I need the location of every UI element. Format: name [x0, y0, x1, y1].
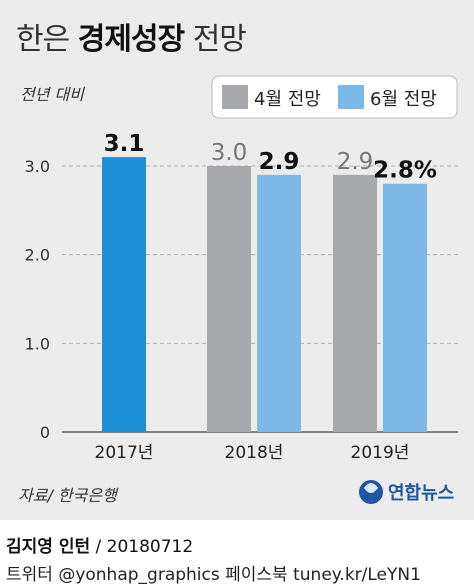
- title-highlight: 경제성장: [77, 22, 185, 57]
- bar-value-label: 3.0: [211, 140, 248, 166]
- bar-value-label: 2.9: [259, 149, 300, 175]
- x-tick-label: 2019년: [351, 443, 410, 463]
- yonhap-logo: 연합뉴스: [359, 480, 454, 504]
- chart-title: 한은 경제성장 전망: [16, 14, 247, 58]
- y-axis-ticks: 0 1.0 2.0 3.0: [25, 157, 50, 442]
- legend-label-june: 6월 전망: [370, 89, 437, 110]
- x-axis-ticks: 2017년 2018년 2019년: [95, 443, 410, 463]
- y-tick-label: 2.0: [25, 246, 50, 265]
- x-tick-label: 2017년: [95, 443, 154, 463]
- contact-line: 트위터 @yonhap_graphics 페이스북 tuney.kr/LeYN1: [6, 565, 421, 585]
- bar-value-label: 3.1: [104, 131, 145, 157]
- yonhap-logo-text: 연합뉴스: [388, 482, 454, 504]
- unit-label: 전년 대비: [20, 85, 85, 104]
- y-tick-label: 0: [40, 423, 50, 442]
- y-tick-label: 3.0: [25, 157, 50, 176]
- legend-label-april: 4월 전망: [254, 89, 321, 110]
- y-tick-label: 1.0: [25, 334, 50, 353]
- bar-value-label: 2.8%: [373, 158, 437, 184]
- bar-april: [207, 166, 251, 432]
- legend: 4월 전망 6월 전망: [211, 75, 458, 119]
- bar-june: [383, 183, 427, 432]
- byline-author: 김지영 인턴: [6, 537, 91, 557]
- source-note: 자료/ 한국은행: [18, 486, 119, 505]
- chart-area: 전년 대비 4월 전망 6월 전망 01.02.03.0 3.1 3.0 2.9 2.…: [18, 75, 458, 505]
- bar-april: [333, 174, 377, 432]
- bars: [102, 157, 427, 432]
- bar-june: [257, 174, 301, 432]
- bar-2017: [102, 157, 146, 432]
- legend-box: [211, 75, 458, 119]
- x-tick-label: 2018년: [225, 443, 284, 463]
- bar-value-label: 2.9: [337, 149, 374, 175]
- bar-value-labels: 3.1 3.0 2.9 2.9 2.8%: [104, 131, 437, 184]
- legend-swatch-june: [338, 85, 364, 109]
- legend-swatch-april: [222, 85, 248, 109]
- title-suffix: 전망: [192, 22, 247, 57]
- byline: 김지영 인턴 / 20180712: [6, 532, 193, 557]
- title-prefix: 한은: [16, 22, 70, 57]
- byline-date: / 20180712: [95, 537, 194, 557]
